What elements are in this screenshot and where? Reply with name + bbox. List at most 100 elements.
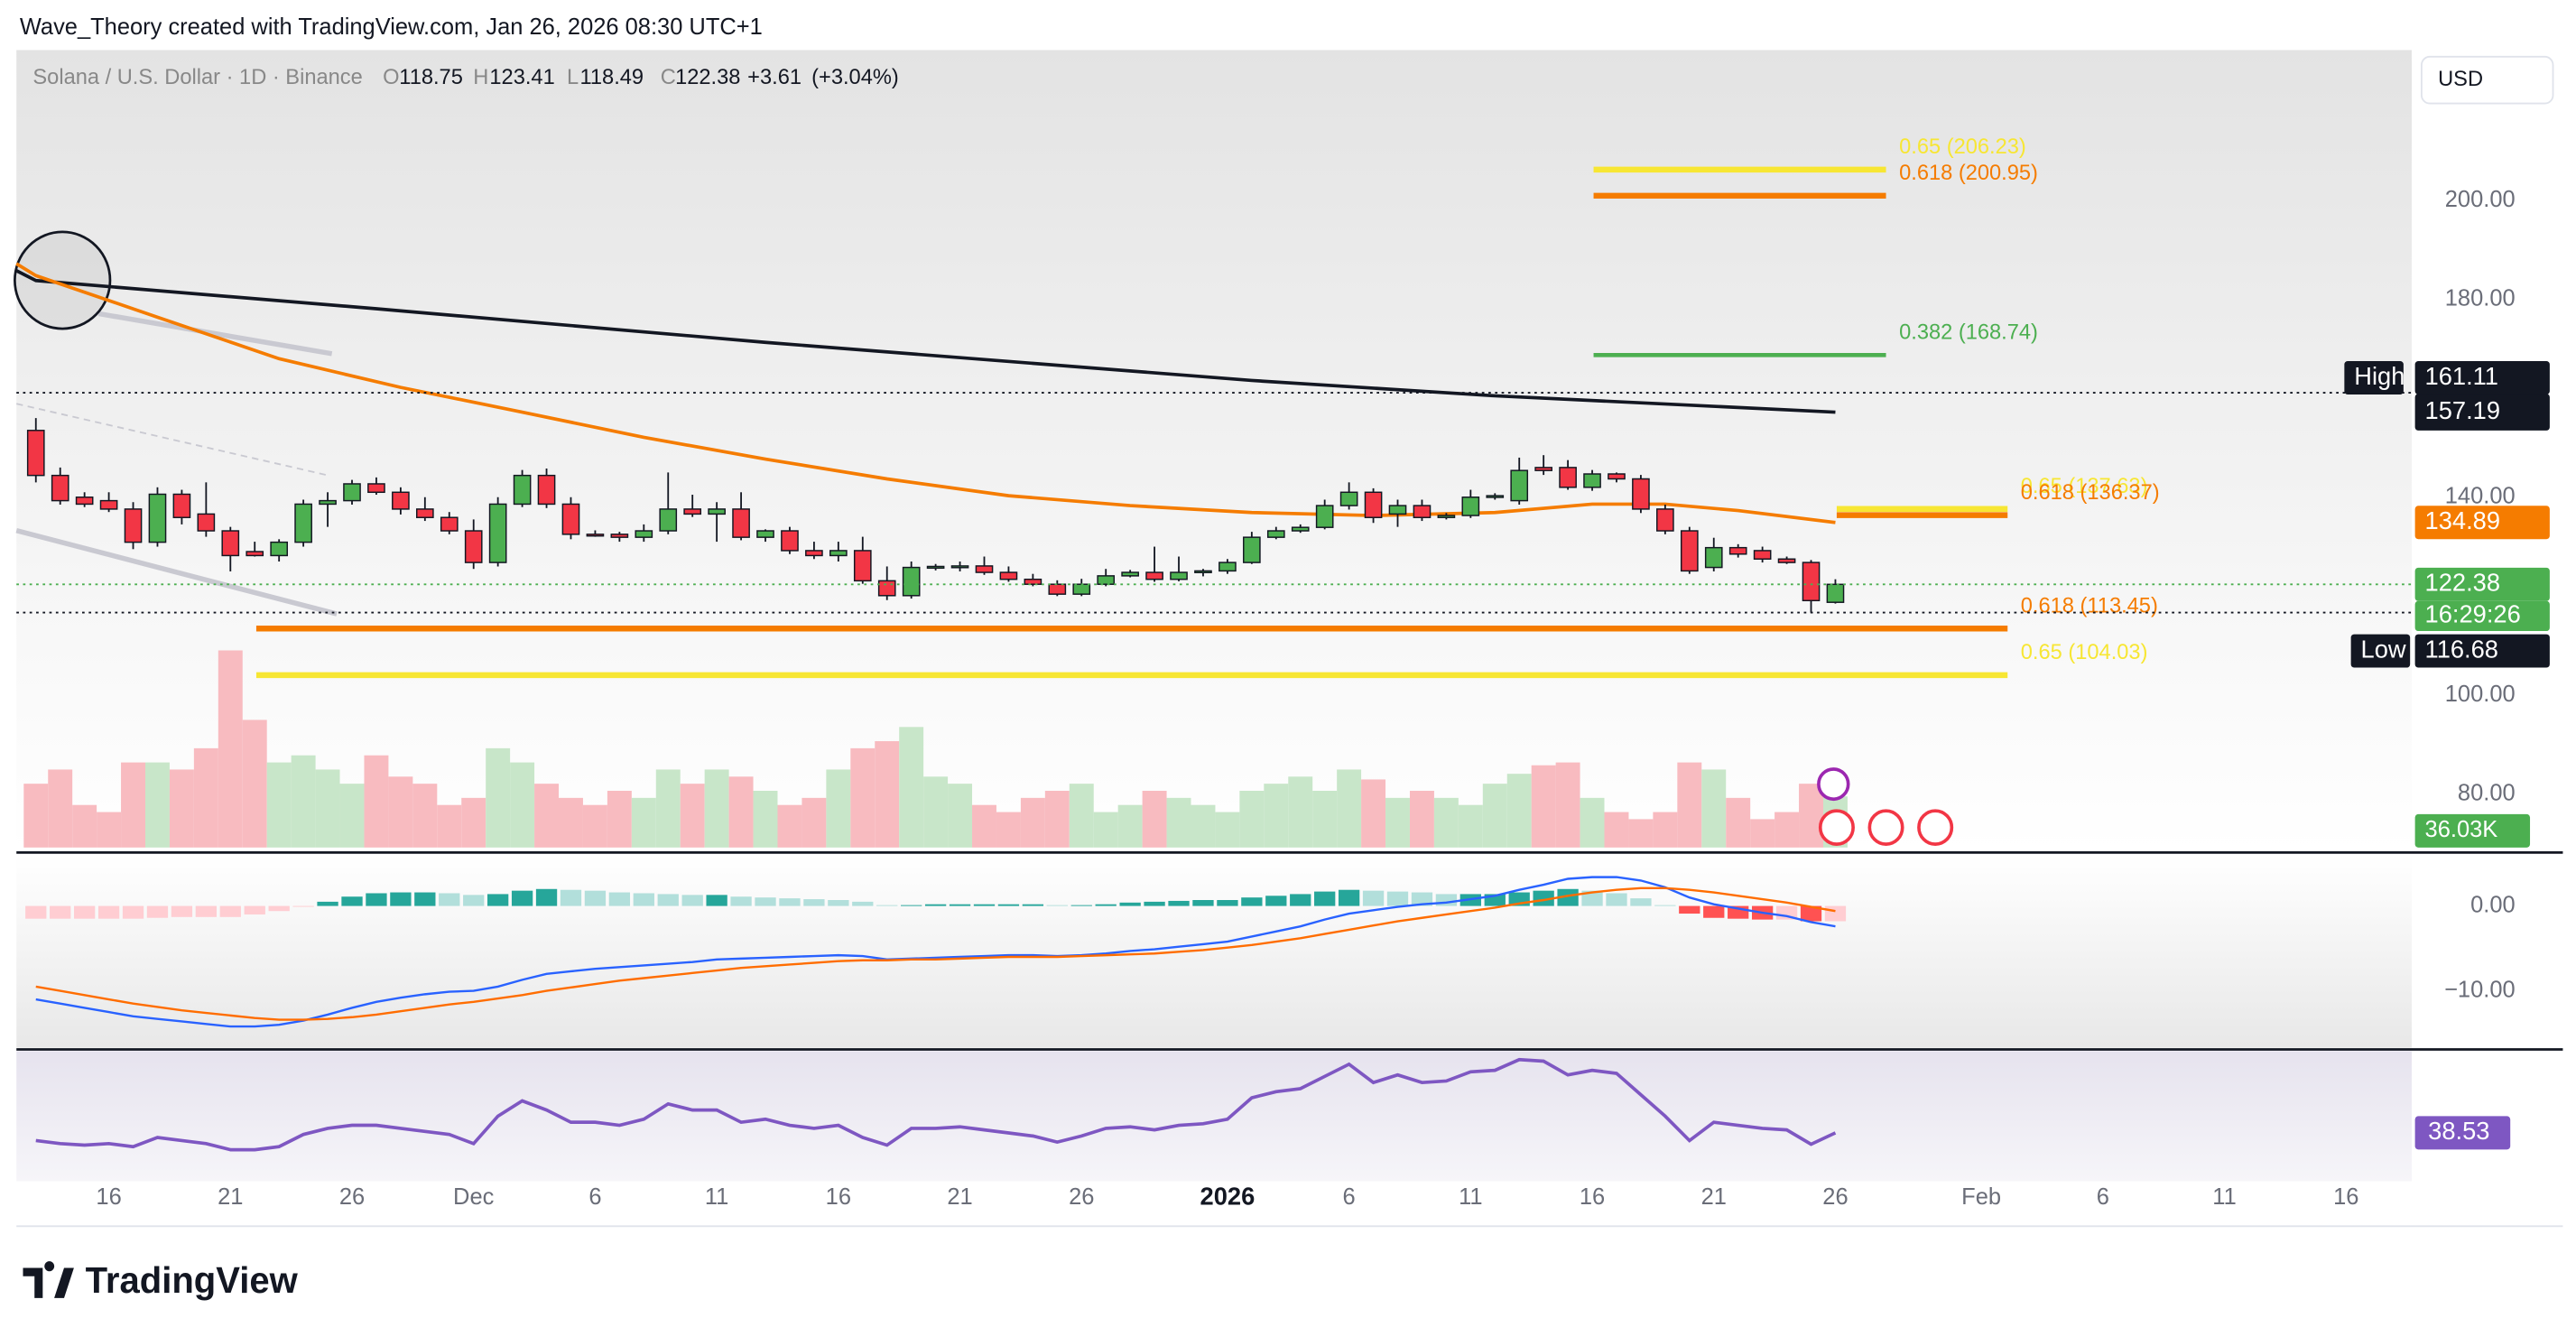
drawing-circle [14,230,112,330]
volume-bar [1677,762,1702,848]
volume-bar [169,769,194,848]
volume-bar [899,727,924,848]
candle-body [1461,497,1480,516]
macd-histogram [876,905,898,906]
flag-icon [1818,809,1855,846]
volume-bar [1409,791,1434,848]
candle-body [1728,546,1747,555]
candle-body [1437,515,1456,518]
macd-histogram [1800,905,1822,922]
plot: 36.03K 0.65 (206.23)0.618 (200.95) 0.382 (… [15,135,2550,1210]
volume-bar [1166,797,1191,848]
macd-histogram [584,890,607,906]
volume-bar [121,762,145,848]
high-badge-label: 161.11 [2425,362,2498,390]
candle-body [1219,562,1237,572]
volume-bar [1044,791,1070,848]
candle-body [1243,536,1261,563]
macd-histogram [1630,898,1652,906]
candle-body [708,508,726,515]
candle-body [1364,491,1383,518]
x-tick-label: 21 [947,1184,972,1210]
volume-bar [1653,812,1678,848]
candle-body [853,550,872,582]
macd-histogram [803,899,825,906]
volume-badge-label: 36.03K [2425,817,2498,842]
ohlc-value: 118.75 [399,65,463,89]
candle-body [732,508,750,538]
volume-bar [1288,776,1313,848]
macd-histogram [1679,905,1700,914]
macd-histogram [1386,891,1409,906]
macd-histogram [25,905,47,919]
candle-body [1777,558,1796,563]
candle-body [367,483,385,494]
macd-histogram [171,905,193,917]
fib-label: 0.65 (137.63) [2021,474,2148,498]
x-tick-label: 16 [1580,1184,1605,1210]
price-badge [2414,567,2550,601]
macd-histogram [511,890,533,906]
flag-icon [1867,809,1904,846]
macd-histogram [1654,905,1676,906]
lightning-icon [1817,767,1850,802]
rsi-pane [16,1051,2412,1182]
macd-histogram [1290,894,1311,906]
macd-histogram [973,904,996,906]
volume-bar [655,769,681,848]
macd-histogram [1338,889,1360,906]
macd-histogram [535,888,558,906]
ohlc-value: 122.38 [675,65,740,89]
currency-button[interactable] [2420,55,2554,105]
candle-body [75,497,94,506]
candle-body [659,508,678,532]
volume-bar [607,791,632,848]
candle-body [172,493,191,518]
macd-histogram [1192,900,1214,906]
candle-body [124,508,143,543]
candle-body [1753,550,1772,560]
volume-bar [1506,774,1532,848]
flag-icon [1917,809,1954,846]
macd-histogram [1144,901,1165,906]
candle-body [1048,583,1067,595]
candle-body [1826,583,1845,603]
fib-label: 0.65 (206.23) [1899,135,2026,159]
fib-label: 0.618 (200.95) [1899,161,2038,185]
ohlc-key: H [473,65,488,89]
volume-bar [1531,765,1556,848]
ohlc-value: 123.41 [489,65,554,89]
macd-histogram [1046,905,1068,906]
price-pane [16,50,2412,851]
x-tick-label: 2026 [1200,1182,1256,1210]
volume-bar [1337,769,1362,848]
change-percent: (+3.04%) [811,65,899,89]
x-tick-label: 6 [1343,1184,1356,1210]
volume-bar [1215,812,1240,848]
macd-histogram [560,889,582,906]
volume-bar [48,769,73,848]
event-icons [1817,767,1954,846]
candle-body [877,580,896,597]
candle-body [902,566,921,597]
volume-bar [23,784,49,848]
macd-histogram [949,904,971,906]
ma-badge-label: 134.89 [2425,506,2500,534]
candle-body [1510,469,1529,502]
volume-bar [1020,797,1045,848]
currency-label[interactable]: USD [2438,67,2483,91]
volume-bar [193,747,218,848]
macd-histogram [1362,890,1385,906]
volume-bar [97,812,122,848]
candle-body [975,565,994,573]
candle-body [294,503,312,543]
macd-histogram [317,901,338,906]
candle-body [1024,578,1042,585]
macd-histogram [1095,904,1117,906]
macd-histogram [681,895,703,906]
candle-body [1704,546,1723,569]
signal-line [35,886,1836,1021]
candle-body [1486,495,1505,498]
volume-bar [826,769,851,848]
